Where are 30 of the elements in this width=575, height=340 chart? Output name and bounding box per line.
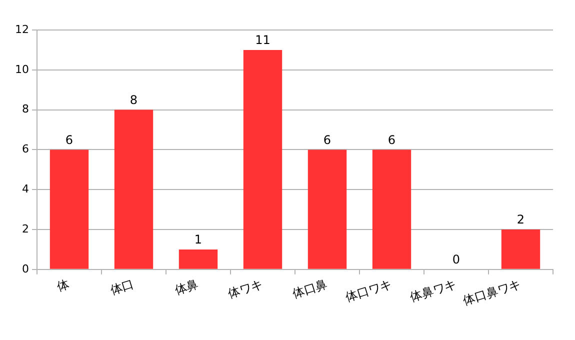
data-label: 0 <box>452 252 460 267</box>
y-tick-label: 0 <box>22 262 29 276</box>
y-tick-label: 6 <box>22 142 29 156</box>
data-label: 11 <box>255 33 270 48</box>
x-tick-label: 体口ワキ <box>344 276 394 304</box>
bar <box>243 50 282 269</box>
bar <box>114 110 154 269</box>
data-label: 6 <box>65 132 74 147</box>
x-tick-label: 体口鼻ワキ <box>461 276 523 308</box>
x-tick-label: 体ワキ <box>226 276 265 301</box>
bar <box>178 249 218 269</box>
bar <box>50 150 89 269</box>
x-tick-label: 体鼻ワキ <box>408 276 458 304</box>
x-tick-label: 体口 <box>108 276 136 298</box>
y-tick-label: 4 <box>22 182 29 196</box>
x-tick-label: 体 <box>55 276 72 294</box>
y-tick-label: 2 <box>22 222 29 236</box>
data-label: 6 <box>388 132 396 147</box>
data-label: 1 <box>194 232 202 247</box>
data-label: 6 <box>323 132 332 147</box>
x-tick-label: 体鼻 <box>172 276 200 298</box>
x-tick-label: 体口鼻 <box>290 276 330 301</box>
y-tick-label: 12 <box>14 22 29 36</box>
bar <box>308 150 347 269</box>
bar <box>501 230 540 269</box>
y-tick-label: 8 <box>22 102 29 116</box>
data-label: 8 <box>130 92 138 107</box>
bar <box>372 150 412 269</box>
y-tick-label: 10 <box>14 62 29 76</box>
data-label: 2 <box>516 212 525 227</box>
